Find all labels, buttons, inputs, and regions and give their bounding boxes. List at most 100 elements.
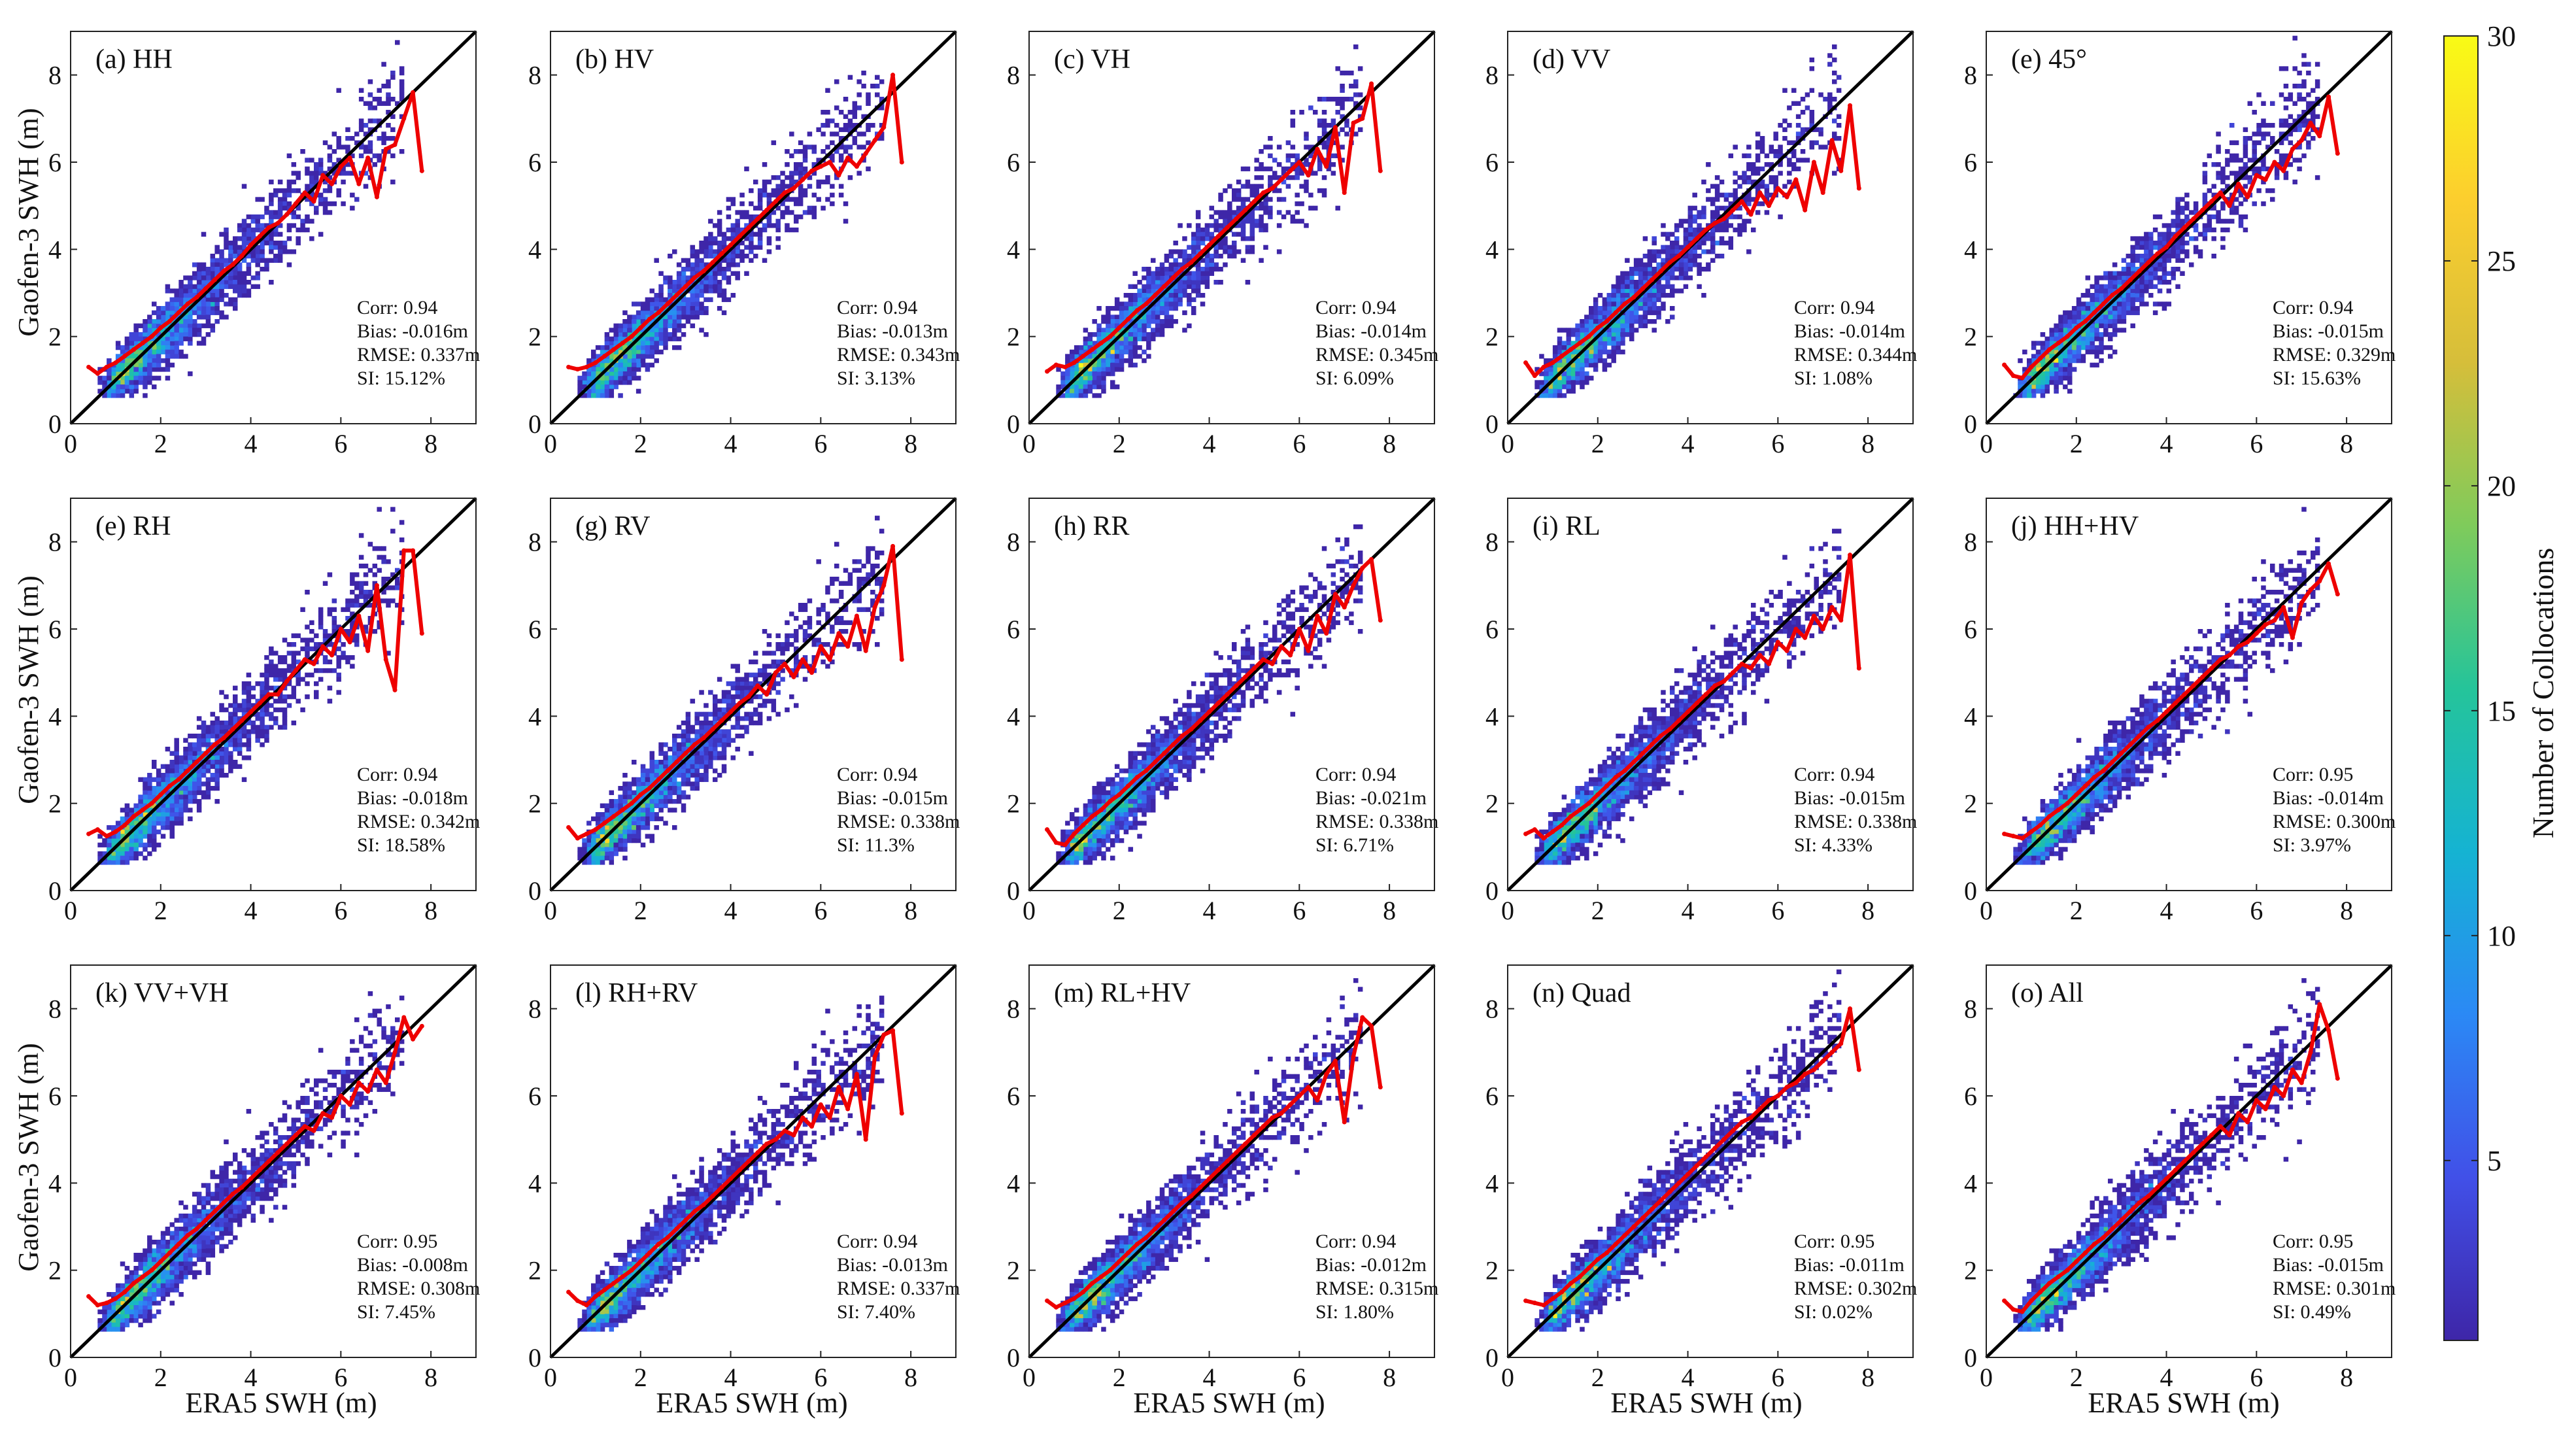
density-bin (277, 205, 283, 211)
density-bin (685, 258, 691, 263)
density-bin (1290, 175, 1296, 180)
density-bin (1106, 332, 1111, 337)
density-bin (1701, 210, 1706, 215)
density-bin (1119, 301, 1125, 307)
density-bin (358, 88, 364, 93)
density-bin (1128, 349, 1134, 354)
density-bin (2193, 249, 2199, 254)
density-bin (399, 97, 405, 102)
density-bin (296, 188, 301, 194)
density-bin (124, 371, 130, 377)
density-bin (645, 301, 651, 307)
density-bin (1353, 131, 1359, 137)
density-bin (2035, 341, 2041, 346)
density-bin (1737, 205, 1742, 211)
density-bin (2067, 388, 2073, 394)
density-bin (703, 284, 709, 289)
density-bin (1755, 184, 1761, 189)
density-bin (789, 210, 794, 215)
density-bin (183, 288, 188, 294)
density-bin (214, 751, 220, 756)
density-bin (1101, 345, 1106, 350)
density-bin (649, 345, 655, 350)
density-bin (246, 721, 252, 726)
density-bin (1340, 101, 1345, 106)
density-bin (1620, 349, 1625, 354)
density-bin (2099, 345, 2104, 350)
mean-point (338, 164, 343, 169)
density-bin (228, 738, 233, 743)
density-bin (1137, 293, 1142, 298)
density-bin (1110, 319, 1115, 324)
mean-point (176, 310, 181, 315)
density-bin (699, 301, 704, 307)
density-bin (2301, 61, 2307, 67)
density-bin (1357, 92, 1363, 97)
density-bin (2283, 84, 2289, 89)
density-bin (618, 349, 623, 354)
density-bin (2314, 97, 2320, 102)
density-bin (169, 310, 175, 315)
density-bin (775, 228, 781, 233)
density-bin (354, 131, 360, 137)
density-bin (2171, 218, 2176, 224)
density-bin (1606, 341, 1612, 346)
density-bin (1078, 380, 1084, 385)
density-bin (2126, 267, 2131, 272)
density-bin (2076, 358, 2082, 364)
density-bin (1204, 236, 1210, 241)
density-bin (775, 192, 781, 197)
density-bin (2116, 275, 2122, 281)
density-bin (749, 231, 754, 237)
density-bin (2063, 310, 2068, 315)
density-bin (1137, 328, 1142, 333)
density-bin (717, 228, 722, 233)
density-bin (395, 101, 400, 106)
density-bin (260, 716, 265, 721)
mean-point (818, 164, 823, 169)
density-bin (1101, 358, 1106, 364)
density-bin (618, 345, 623, 350)
density-bin (228, 280, 233, 285)
density-bin (1285, 184, 1291, 189)
density-bin (2058, 354, 2063, 359)
density-bin (1751, 162, 1756, 167)
density-bin (124, 362, 130, 367)
density-bin (1155, 310, 1161, 315)
density-bin (169, 362, 175, 367)
density-bin (676, 310, 682, 315)
mean-point (2173, 233, 2178, 239)
density-bin (703, 249, 709, 254)
mean-point (2092, 310, 2097, 315)
density-bin (115, 380, 121, 385)
density-bin (1249, 218, 1255, 224)
density-bin (1259, 184, 1264, 189)
density-bin (2175, 201, 2180, 207)
density-bin (622, 367, 628, 372)
mean-point (158, 325, 163, 330)
density-bin (604, 384, 610, 390)
density-bin (183, 284, 188, 289)
density-bin (129, 393, 135, 398)
density-bin (1570, 371, 1576, 377)
mean-point (1775, 186, 1780, 191)
density-bin (358, 585, 364, 590)
density-bin (1132, 271, 1138, 276)
density-bin (241, 231, 247, 237)
density-bin (2121, 280, 2127, 285)
density-bin (2135, 267, 2140, 272)
density-bin (1606, 354, 1612, 359)
density-bin (721, 258, 727, 263)
density-bin (152, 847, 157, 852)
density-bin (2031, 388, 2037, 394)
density-bin (1580, 332, 1585, 337)
density-bin (233, 734, 238, 739)
density-bin (1276, 249, 1282, 254)
density-bin (2243, 228, 2248, 233)
density-bin (174, 332, 179, 337)
density-bin (174, 790, 179, 795)
density-bin (120, 821, 126, 826)
density-bin (1340, 145, 1345, 150)
mean-point (2164, 245, 2169, 250)
density-bin (789, 171, 794, 176)
